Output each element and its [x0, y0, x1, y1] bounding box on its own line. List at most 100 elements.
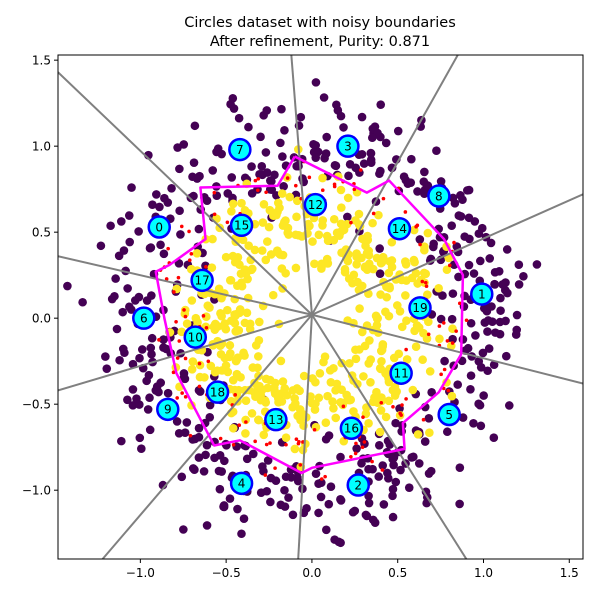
- inner-class-point: [261, 398, 271, 407]
- partition-line: [58, 255, 313, 316]
- outer-class-point: [458, 335, 468, 344]
- outer-class-point: [414, 459, 424, 468]
- misclassified-marker: [399, 413, 403, 417]
- centroid-marker: [228, 137, 252, 162]
- centroid-marker: [387, 216, 412, 241]
- outer-class-point: [146, 343, 156, 353]
- outer-class-point: [336, 494, 345, 504]
- inner-class-point: [329, 404, 338, 413]
- outer-class-point: [484, 344, 494, 353]
- inner-class-point: [387, 237, 397, 247]
- outer-class-point: [339, 123, 348, 132]
- outer-class-point: [326, 482, 336, 491]
- outer-class-point: [419, 177, 429, 186]
- outer-class-point: [311, 469, 321, 478]
- inner-class-point: [228, 375, 238, 385]
- outer-class-point: [201, 450, 210, 460]
- misclassified-marker: [445, 339, 450, 343]
- inner-class-point: [227, 207, 236, 216]
- outer-class-point: [115, 355, 124, 365]
- outer-class-point: [194, 432, 204, 442]
- centroid-marker: [346, 473, 370, 497]
- misclassified-marker: [201, 314, 206, 318]
- inner-class-point: [247, 409, 257, 418]
- misclassified-marker: [285, 176, 290, 180]
- outer-class-point: [188, 464, 198, 473]
- partition-line: [58, 71, 313, 316]
- centroid-marker: [389, 361, 413, 385]
- inner-class-point: [328, 397, 337, 406]
- inner-class-point: [311, 377, 320, 387]
- inner-class-point: [257, 385, 267, 395]
- centroid-marker: [156, 397, 180, 422]
- inner-class-point: [366, 378, 375, 387]
- inner-class-point: [442, 265, 452, 275]
- outer-class-point: [147, 333, 157, 343]
- outer-class-point: [474, 399, 483, 409]
- inner-class-point: [402, 355, 412, 364]
- y-tick-label: 0.0: [32, 311, 51, 325]
- inner-class-point: [331, 413, 341, 423]
- outer-class-point: [479, 391, 488, 400]
- inner-class-point: [235, 305, 245, 314]
- outer-class-point: [336, 111, 346, 121]
- outer-class-point: [474, 229, 484, 238]
- inner-class-point: [291, 399, 300, 408]
- outer-class-point: [202, 521, 212, 530]
- outer-class-point: [119, 246, 129, 255]
- inner-class-point: [228, 423, 238, 433]
- misclassified-marker: [371, 211, 376, 216]
- outer-class-point: [126, 305, 136, 314]
- outer-class-point: [298, 174, 307, 183]
- misclassified-marker: [320, 188, 325, 193]
- inner-class-point: [226, 349, 235, 358]
- inner-class-point: [268, 290, 278, 300]
- outer-class-point: [110, 291, 119, 301]
- inner-class-point: [344, 274, 354, 283]
- outer-class-point: [127, 183, 136, 192]
- outer-class-point: [483, 366, 492, 376]
- inner-class-point: [213, 322, 223, 331]
- inner-class-point: [318, 173, 327, 183]
- misclassified-marker: [352, 187, 357, 192]
- misclassified-marker: [360, 445, 365, 450]
- outer-class-point: [174, 429, 184, 438]
- misclassified-marker: [450, 341, 455, 345]
- misclassified-marker: [206, 359, 211, 364]
- inner-class-point: [381, 369, 390, 378]
- outer-class-point: [367, 133, 377, 143]
- outer-class-point: [364, 491, 373, 501]
- misclassified-marker: [418, 242, 422, 247]
- outer-class-point: [118, 307, 128, 317]
- inner-class-point: [378, 252, 388, 262]
- inner-class-point: [235, 260, 244, 270]
- inner-class-point: [254, 415, 264, 425]
- outer-class-point: [483, 327, 492, 336]
- outer-class-point: [324, 431, 334, 440]
- outer-class-point: [288, 510, 298, 520]
- x-tick-label: 1.0: [474, 566, 493, 580]
- inner-class-point: [363, 231, 372, 241]
- misclassified-marker: [164, 277, 169, 281]
- misclassified-marker: [293, 183, 298, 188]
- inner-class-point: [352, 260, 361, 269]
- misclassified-marker: [442, 367, 447, 372]
- inner-class-point: [244, 385, 254, 395]
- outer-class-point: [383, 474, 393, 483]
- outer-class-point: [233, 504, 242, 514]
- outer-class-point: [147, 349, 156, 359]
- outer-class-point: [262, 168, 272, 177]
- inner-class-point: [210, 367, 220, 377]
- outer-class-point: [396, 465, 405, 475]
- outer-class-point: [514, 260, 524, 270]
- inner-class-point: [243, 274, 252, 284]
- outer-class-point: [314, 479, 323, 488]
- inner-class-point: [182, 319, 192, 328]
- outer-class-point: [132, 394, 141, 403]
- misclassified-marker: [204, 264, 208, 269]
- inner-class-point: [351, 354, 361, 364]
- misclassified-marker: [420, 279, 425, 284]
- centroid-marker: [427, 184, 451, 208]
- inner-class-point: [207, 263, 217, 272]
- misclassified-marker: [197, 384, 202, 389]
